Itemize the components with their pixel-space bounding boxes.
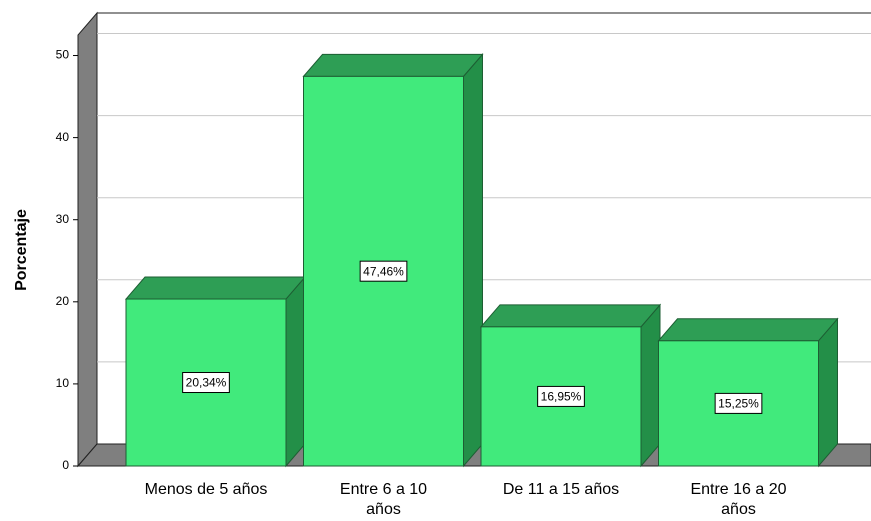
- data-label-box: [537, 385, 585, 407]
- x-tick-label-line: Entre 6 a 10: [340, 481, 427, 498]
- y-tick-label: 20: [56, 294, 70, 308]
- data-label: 15,25%: [718, 397, 759, 411]
- y-tick-label: 50: [56, 48, 70, 62]
- x-tick-label: Menos de 5 años: [145, 481, 268, 498]
- x-tick-label-line: años: [721, 501, 756, 518]
- y-axis-label: Porcentaje: [13, 209, 30, 291]
- data-label-box: [182, 372, 230, 394]
- bar-top: [302, 53, 484, 77]
- x-tick-label: De 11 a 15 años: [503, 481, 619, 498]
- data-label: 47,46%: [363, 264, 404, 278]
- data-label: 20,34%: [186, 376, 227, 390]
- bar-top: [479, 304, 662, 328]
- x-tick-label-line: años: [366, 501, 401, 518]
- data-label-box: [714, 392, 763, 414]
- data-label: 16,95%: [541, 390, 582, 404]
- x-tick-label: Entre 16 a 20 años: [690, 481, 786, 518]
- bar-side: [285, 275, 306, 468]
- y-tick-label: 10: [56, 376, 70, 390]
- left-wall: [77, 11, 98, 468]
- y-tick-label: 40: [56, 130, 70, 144]
- bar-top: [124, 276, 307, 300]
- data-label-box: [359, 260, 408, 282]
- y-tick-label: 30: [56, 212, 70, 226]
- bar-top: [657, 318, 839, 342]
- x-tick-label: Entre 6 a 10 años: [340, 481, 427, 518]
- bar-side: [463, 53, 483, 468]
- y-tick-label: 0: [62, 458, 69, 472]
- bar-side: [818, 317, 838, 468]
- x-tick-label-line: Entre 16 a 20: [690, 481, 786, 498]
- bar-side: [640, 303, 661, 468]
